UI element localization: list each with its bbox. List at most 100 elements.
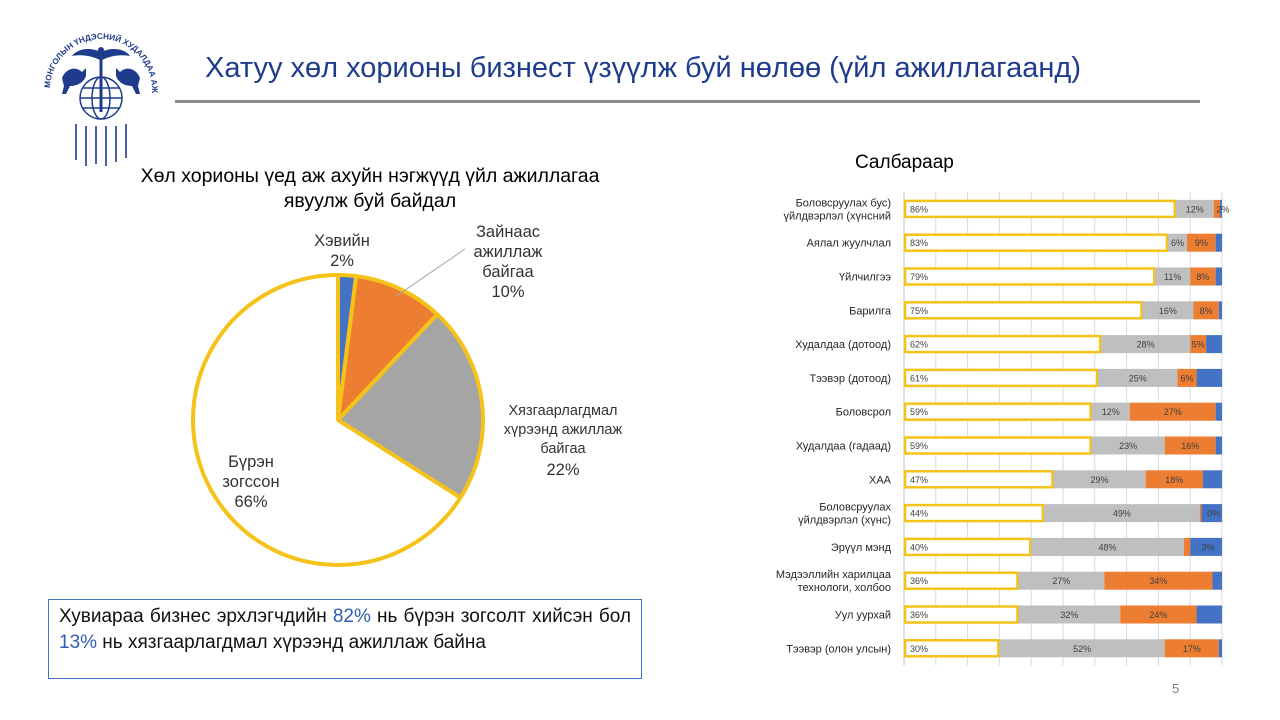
category-label: Эрүүл мэнд	[831, 542, 892, 554]
bar-segment	[1091, 402, 1130, 421]
bar-segment	[1196, 605, 1222, 624]
bar-data-label: 83%	[910, 238, 928, 248]
bar-data-label: 6%	[1181, 373, 1194, 383]
bar-data-label: 59%	[910, 441, 928, 451]
bar-data-label: 8%	[1200, 306, 1213, 316]
pie-chart-title: Хөл хорионы үед аж ахуйн нэгжүүд үйл ажи…	[140, 165, 600, 212]
bar-segment	[903, 639, 1000, 658]
category-label: Уул уурхай	[835, 610, 891, 622]
bar-data-label: 17%	[1183, 644, 1201, 654]
category-label: Боловсруулах бус)	[796, 197, 891, 209]
category-label: Худалдаа (гадаад)	[796, 441, 891, 453]
bar-data-label: 49%	[1113, 509, 1131, 519]
bar-segment	[1018, 571, 1105, 590]
bar-data-label: 9%	[1195, 238, 1208, 248]
bar-segment	[1201, 504, 1222, 523]
bar-data-label: 3%	[1202, 542, 1215, 552]
bar-data-label: 32%	[1060, 610, 1078, 620]
category-label: үйлдвэрлэл (хүнс)	[798, 515, 891, 527]
chamber-logo: МОНГОЛЫН ҮНДЭСНИЙ ХУДАЛДАА АЖ ҮЙЛДВЭРИЙН…	[40, 20, 159, 166]
bar-data-label: 5%	[1192, 340, 1205, 350]
pie-label-limited: Хязгаарлагдмал хүрээнд ажиллаж байгаа 22…	[503, 403, 623, 479]
bar-segment	[1206, 335, 1222, 354]
bar-data-label: 27%	[1164, 407, 1182, 417]
bar-segment	[1193, 301, 1219, 320]
bar-data-label: 44%	[910, 509, 928, 519]
bar-data-label: 18%	[1165, 475, 1183, 485]
mongolian-script-icon	[75, 124, 127, 166]
category-label: Барилга	[849, 305, 892, 317]
bar-data-label: 28%	[1137, 340, 1155, 350]
bar-data-label: 29%	[1091, 475, 1109, 485]
bar-data-label: 86%	[910, 204, 928, 214]
bar-segment	[1187, 233, 1216, 252]
bar-segment	[903, 368, 1099, 388]
bar-data-label: 6%	[1171, 238, 1184, 248]
category-label: Боловсрол	[836, 407, 891, 419]
category-label: Тээвэр (олон улсын)	[786, 643, 891, 655]
bar-data-label: 0%	[1207, 509, 1220, 519]
bar-segment	[1091, 436, 1165, 455]
category-label: Мэдээллийн харилцаа	[776, 569, 892, 581]
bar-segment	[1215, 267, 1222, 286]
bar-data-label: 79%	[910, 272, 928, 282]
category-label: үйлдвэрлэл (хүнсний	[783, 210, 891, 222]
slide-title: Хатуу хөл хорионы бизнест үзүүлж буй нөл…	[205, 52, 1081, 84]
bar-segment	[1101, 335, 1191, 354]
bar-segment	[1043, 504, 1200, 523]
bar-segment	[1213, 199, 1221, 218]
bar-segment	[903, 402, 1092, 421]
bar-data-label: 52%	[1073, 644, 1091, 654]
bar-segment	[1155, 267, 1191, 286]
bar-data-label: 8%	[1196, 272, 1209, 282]
bar-data-label: 12%	[1186, 204, 1204, 214]
bar-segment	[1212, 571, 1222, 590]
pie-leader-line	[396, 248, 466, 297]
title-divider	[175, 100, 1200, 103]
bar-segment	[1220, 199, 1222, 218]
bar-segment	[903, 267, 1156, 286]
bar-segment	[1104, 571, 1213, 590]
bar-data-label: 27%	[1052, 576, 1070, 586]
bar-data-label: 12%	[1102, 407, 1120, 417]
pie-label-stopped: Бүрэн зогссон 66%	[222, 453, 280, 511]
bar-data-label: 48%	[1099, 542, 1117, 552]
bar-data-label: 16%	[1181, 441, 1199, 451]
horse-right-icon	[116, 68, 140, 94]
bar-segment	[903, 503, 1045, 523]
bar-segment	[1218, 301, 1222, 320]
bar-segment	[1120, 605, 1197, 624]
bar-chart-title: Салбараар	[855, 152, 954, 173]
horse-left-icon	[62, 68, 86, 94]
bar-segment	[1202, 470, 1222, 489]
bar-segment	[1053, 470, 1146, 489]
bar-segment	[1190, 335, 1207, 354]
bar-data-label: 59%	[910, 407, 928, 417]
bar-segment	[903, 233, 1169, 252]
bar-data-label: 25%	[1129, 373, 1147, 383]
category-label: Үйлчилгээ	[839, 272, 891, 284]
bar-segment	[1031, 537, 1184, 556]
bar-segment	[903, 436, 1092, 455]
bar-segment	[903, 199, 1177, 219]
caduceus-icon	[72, 47, 130, 112]
bar-data-label: 61%	[910, 373, 928, 383]
bar-data-label: 75%	[910, 306, 928, 316]
category-label: Тээвэр (дотоод)	[809, 373, 891, 385]
category-label: Худалдаа (дотоод)	[795, 339, 891, 351]
bar-segment	[1190, 537, 1222, 556]
bar-segment	[999, 639, 1165, 658]
bar-segment	[1177, 368, 1197, 387]
bar-segment	[903, 301, 1143, 320]
bar-segment	[1129, 402, 1216, 421]
page-number: 5	[1172, 681, 1180, 696]
bar-segment	[1167, 233, 1188, 252]
bar-segment	[903, 571, 1019, 590]
bar-data-label: 36%	[910, 576, 928, 586]
pie-slice-1	[336, 274, 440, 422]
bar-data-label: 23%	[1119, 441, 1137, 451]
bar-segment	[1175, 199, 1214, 218]
bar-data-label: 16%	[1159, 306, 1177, 316]
